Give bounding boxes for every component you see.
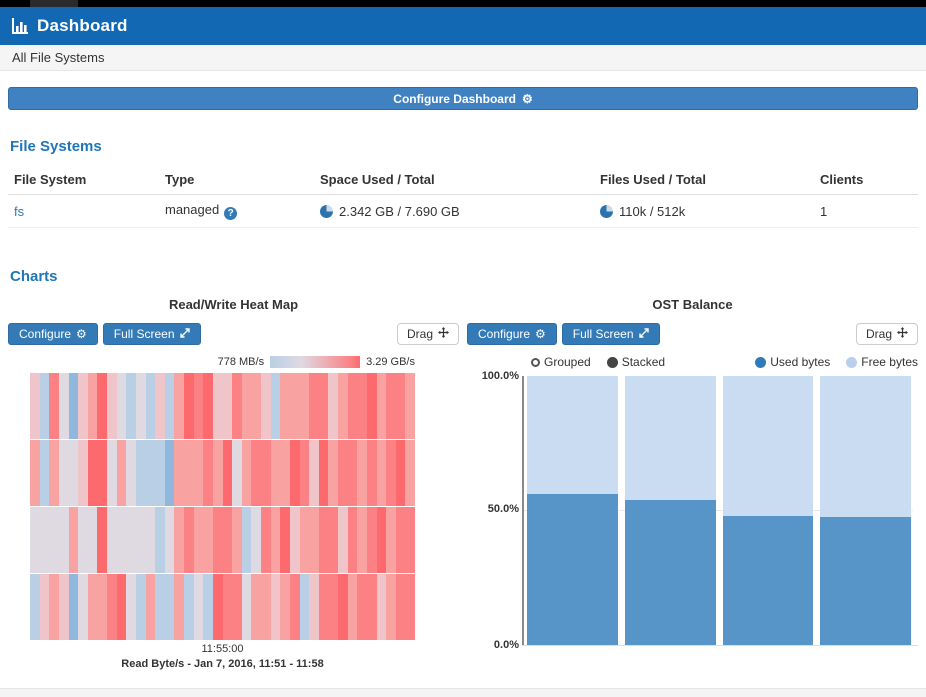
help-icon[interactable]: ? [224, 207, 238, 220]
fullscreen-label: Full Screen [113, 327, 175, 341]
heatmap-grid[interactable] [30, 373, 415, 640]
legend-grouped[interactable]: Grouped [531, 355, 591, 369]
ost-bar[interactable] [624, 376, 716, 645]
col-clients: Clients [814, 165, 918, 195]
heatmap-legend-min: 778 MB/s [217, 356, 265, 368]
table-row: fs managed? 2.342 GB / 7.690 GB 110k / 5… [8, 194, 918, 228]
fs-type: managed [165, 202, 220, 217]
heatmap-fullscreen-button[interactable]: Full Screen [102, 323, 201, 345]
ost-configure-button[interactable]: Configure ⚙ [467, 323, 557, 345]
configure-dashboard-button[interactable]: Configure Dashboard ⚙ [8, 87, 918, 110]
ost-legend: Grouped Stacked Used bytes Free bytes [467, 354, 918, 370]
used-bytes-dot-icon [755, 356, 767, 368]
stacked-label: Stacked [621, 355, 666, 369]
ost-drag-handle[interactable]: Drag [855, 323, 918, 345]
col-type: Type [159, 165, 314, 195]
charts-heading: Charts [10, 268, 58, 285]
browser-tab-notch [30, 0, 78, 7]
charts-section: Charts Read/Write Heat Map Configure ⚙ F… [0, 268, 926, 670]
fullscreen-label: Full Screen [572, 327, 634, 341]
fs-space: 2.342 GB / 7.690 GB [339, 203, 460, 219]
expand-icon [638, 327, 649, 341]
expand-icon [179, 327, 190, 341]
gridline-50pct [524, 510, 913, 511]
bar-chart-icon [12, 18, 30, 34]
heatmap-panel: Read/Write Heat Map Configure ⚙ Full Scr… [8, 297, 459, 670]
configure-dashboard-label: Configure Dashboard [393, 91, 516, 106]
gear-icon: ⚙ [76, 327, 87, 341]
heatmap-x-title: Read Byte/s - Jan 7, 2016, 11:51 - 11:58 [121, 658, 324, 670]
app-header: Dashboard [0, 7, 926, 45]
used-bytes-label: Used bytes [770, 355, 831, 369]
heatmap-drag-handle[interactable]: Drag [396, 323, 459, 345]
ost-plot-area: 100.0% 50.0% 0.0% [467, 370, 918, 651]
free-bytes-dot-icon [846, 356, 858, 368]
ost-title: OST Balance [652, 297, 733, 312]
fs-name-link[interactable]: fs [14, 203, 25, 219]
file-systems-heading: File Systems [10, 138, 102, 155]
y-tick-100: 100.0% [481, 370, 519, 382]
ost-bar[interactable] [820, 376, 911, 645]
grouped-radio-icon [531, 357, 540, 367]
free-bytes-label: Free bytes [861, 355, 918, 369]
ost-bar[interactable] [722, 376, 814, 645]
heatmap-legend-max: 3.29 GB/s [366, 356, 415, 368]
col-files: Files Used / Total [594, 165, 814, 195]
breadcrumb: All File Systems [0, 45, 926, 71]
file-systems-table: File System Type Space Used / Total File… [8, 165, 918, 228]
col-file-system: File System [8, 165, 159, 195]
configure-label: Configure [19, 327, 72, 341]
heatmap-title: Read/Write Heat Map [168, 297, 299, 312]
ost-balance-panel: OST Balance Configure ⚙ Full Screen Drag [467, 297, 918, 670]
ost-fullscreen-button[interactable]: Full Screen [561, 323, 660, 345]
heatmap-legend: 778 MB/s 3.29 GB/s [30, 354, 415, 370]
gear-icon: ⚙ [521, 91, 533, 106]
bottom-panel-edge [0, 688, 926, 697]
move-icon [438, 327, 449, 341]
gear-icon: ⚙ [535, 327, 546, 341]
file-systems-section: File Systems File System Type Space Used… [0, 138, 926, 228]
heatmap-configure-button[interactable]: Configure ⚙ [8, 323, 98, 345]
ost-bars[interactable] [527, 376, 911, 645]
heatmap-gradient-bar [270, 356, 361, 368]
files-pie-icon [600, 204, 613, 218]
stacked-radio-icon [606, 356, 618, 368]
legend-stacked[interactable]: Stacked [606, 355, 666, 369]
y-tick-50: 50.0% [487, 503, 519, 515]
legend-used-bytes[interactable]: Used bytes [755, 355, 830, 369]
legend-free-bytes[interactable]: Free bytes [846, 355, 918, 369]
x-axis-line [522, 645, 918, 646]
grouped-label: Grouped [544, 355, 591, 369]
fs-clients: 1 [820, 203, 828, 219]
configure-label: Configure [478, 327, 531, 341]
y-tick-0: 0.0% [493, 639, 519, 651]
page-title: Dashboard [37, 16, 128, 35]
move-icon [897, 327, 908, 341]
heatmap-x-tick: 11:55:00 [201, 643, 244, 655]
drag-label: Drag [865, 327, 892, 341]
window-top-strip [0, 0, 926, 7]
col-space: Space Used / Total [314, 165, 594, 195]
fs-files: 110k / 512k [619, 203, 686, 219]
ost-bar[interactable] [527, 376, 618, 645]
breadcrumb-label[interactable]: All File Systems [12, 50, 105, 65]
drag-label: Drag [406, 327, 433, 341]
y-axis-line [522, 376, 524, 646]
space-pie-icon [320, 204, 333, 218]
